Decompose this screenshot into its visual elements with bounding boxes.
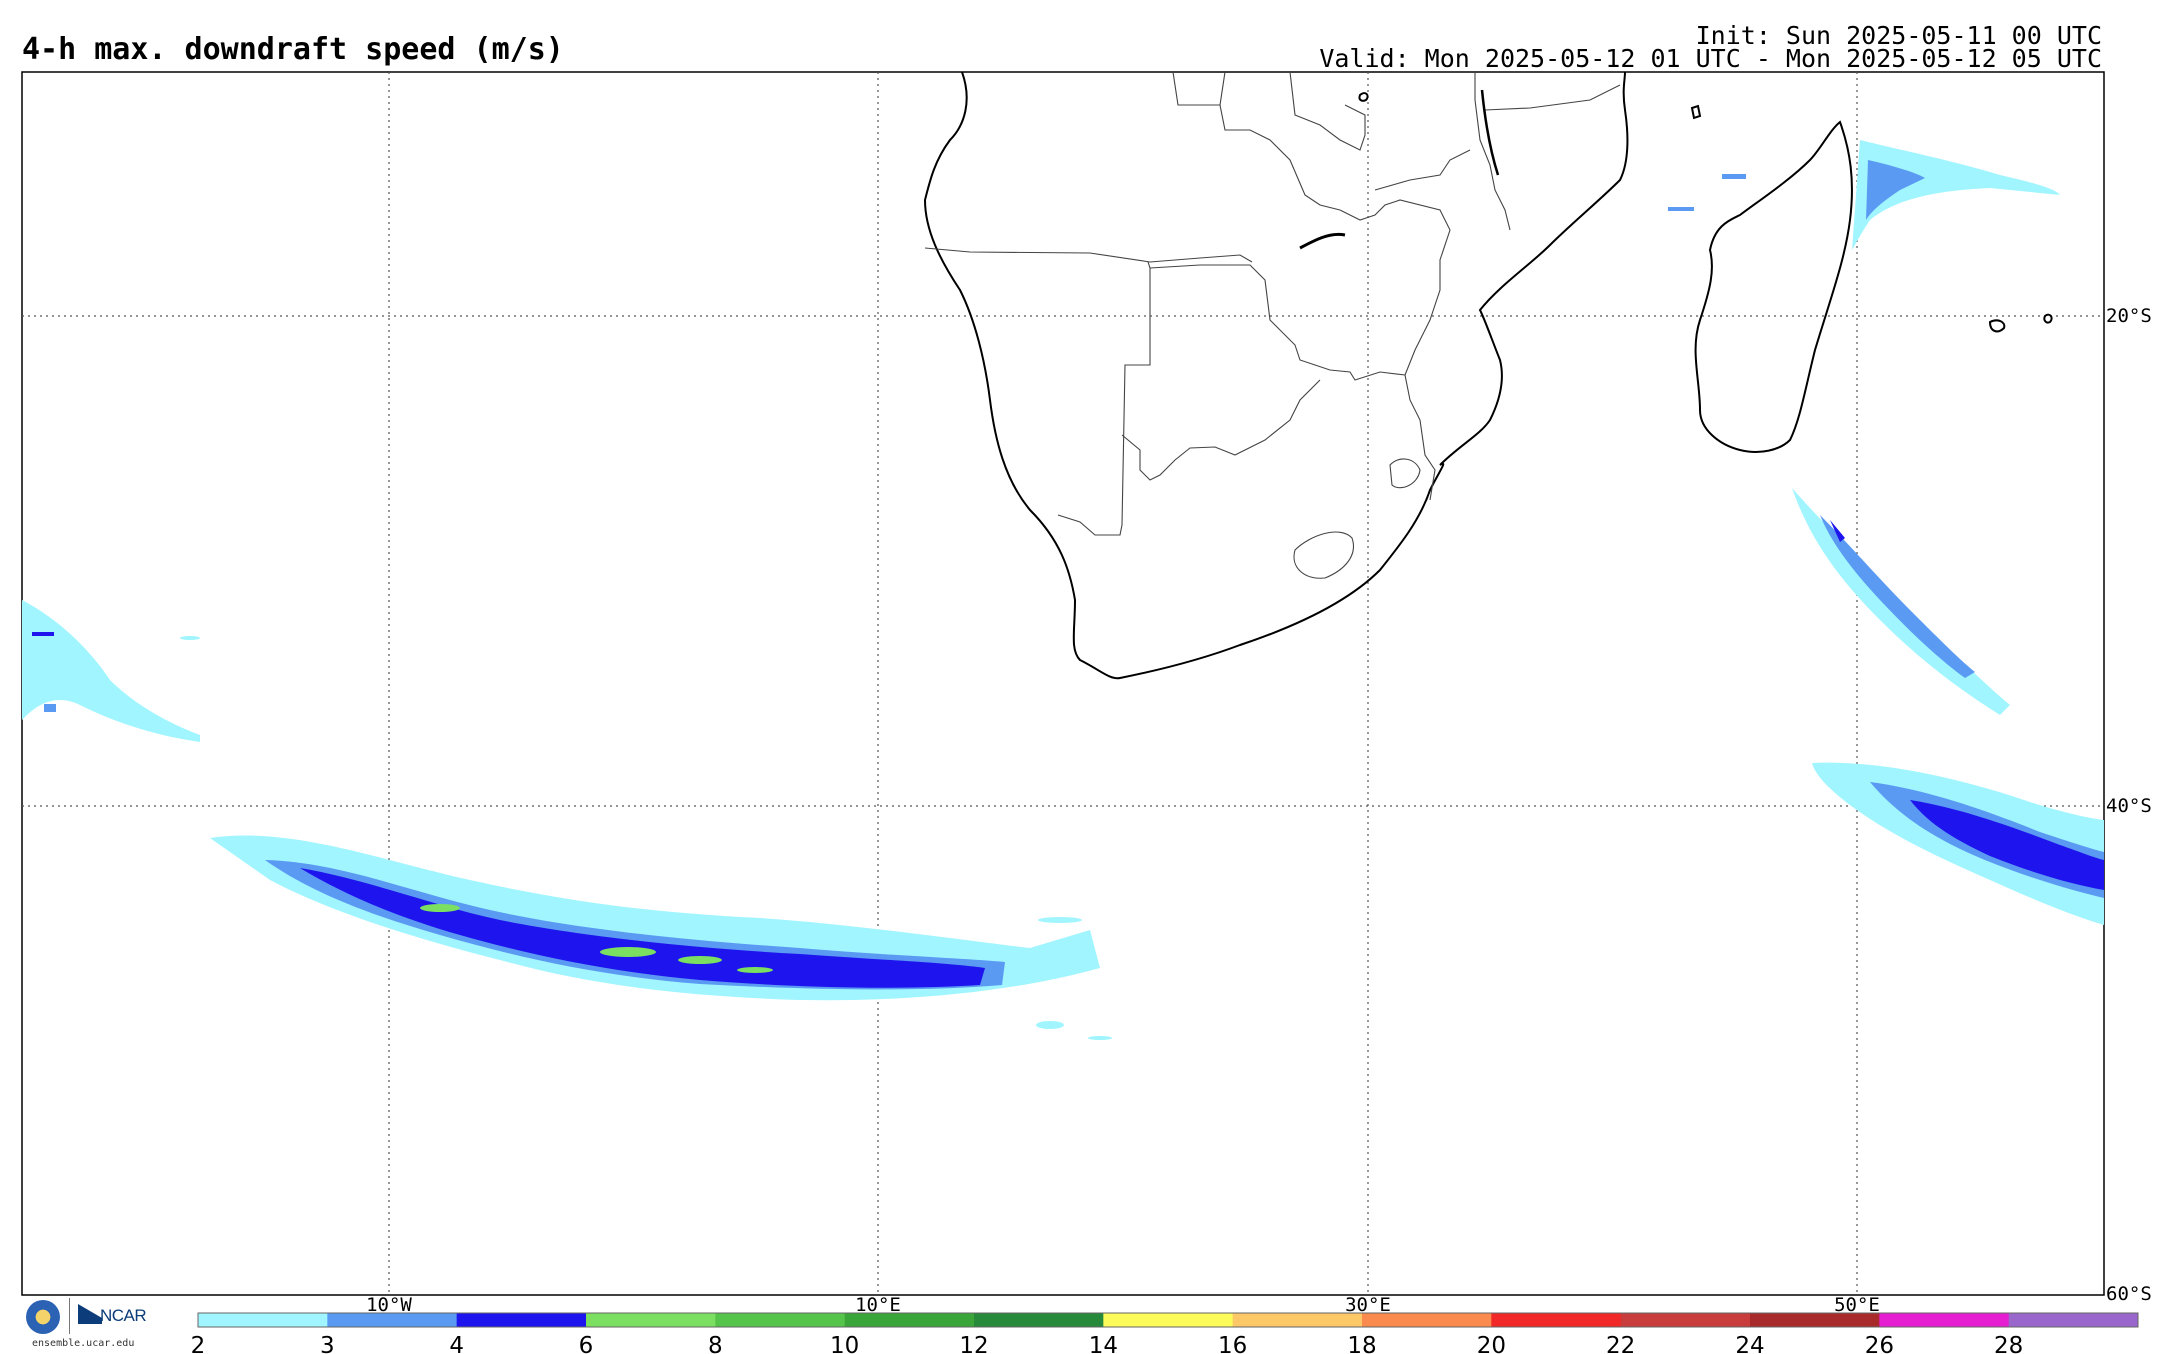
colorbar-tick-label: 18 <box>1347 1333 1376 1354</box>
small-island-3 <box>1358 92 1369 102</box>
eswatini <box>1389 458 1421 489</box>
border-12 <box>1484 84 1621 111</box>
africa-coastline <box>923 72 1629 680</box>
green-patch-3 <box>678 956 722 964</box>
colorbar-tick-label: 2 <box>191 1333 206 1354</box>
green-patch-2 <box>600 947 656 957</box>
indian-ocean-streak-mid <box>1820 515 1975 678</box>
colorbar-swatch <box>974 1313 1104 1327</box>
border-9 <box>1374 149 1471 191</box>
colorbar-swatch <box>1232 1313 1363 1327</box>
colorbar-swatch <box>1362 1313 1492 1327</box>
colorbar: 2 3 4 6 8 10 12 14 16 18 20 22 24 26 28 <box>191 1312 2139 1354</box>
border-2 <box>1057 261 1151 536</box>
lat-label-20s: 20°S <box>2106 305 2152 327</box>
south-atlantic-band-deep <box>300 868 985 988</box>
ncar-logo-mark <box>78 1304 102 1324</box>
colorbar-tick-label: 6 <box>579 1333 594 1354</box>
map-frame <box>21 71 2105 1296</box>
colorbar-swatch <box>715 1313 846 1327</box>
indian-ocean-band-deep <box>1910 800 2104 890</box>
logo-area: NCAR ensemble.ucar.edu <box>22 1296 162 1352</box>
colorbar-swatch <box>1750 1313 1880 1327</box>
colorbar-swatch <box>327 1313 458 1327</box>
madagascar-patch-mid <box>1866 160 1925 220</box>
ncar-logo-text: NCAR <box>100 1306 147 1325</box>
colorbar-border <box>197 1312 2139 1328</box>
west-patch-deep <box>32 632 54 636</box>
green-patch-1 <box>420 904 460 912</box>
colorbar-tick-label: 10 <box>830 1333 859 1354</box>
colorbar-swatch <box>456 1313 587 1327</box>
small-island-4 <box>1690 104 1702 120</box>
west-patch <box>22 600 200 742</box>
west-fleck <box>180 636 200 640</box>
init-time: Init: Sun 2025-05-11 00 UTC <box>1695 21 2102 50</box>
colorbar-tick-label: 12 <box>959 1333 988 1354</box>
small-island-1 <box>1988 319 2006 333</box>
indian-ocean-streak-deep <box>1830 520 1845 542</box>
border-3 <box>1149 264 1406 381</box>
north-fleck-2 <box>1668 207 1694 211</box>
lake-kariba <box>1299 232 1346 250</box>
country-borders <box>924 72 1621 579</box>
west-patch-mid <box>44 704 56 712</box>
colorbar-tick-label: 14 <box>1089 1333 1118 1354</box>
border-7 <box>1219 72 1226 106</box>
small-island-2 <box>2043 313 2053 324</box>
border-1 <box>924 247 1253 263</box>
border-8 <box>1289 72 1366 151</box>
lat-label-40s: 40°S <box>2106 795 2152 817</box>
madagascar-patch-light <box>1852 140 2060 250</box>
madagascar-coastline <box>1694 120 1853 453</box>
lesotho <box>1293 531 1354 579</box>
colorbar-tick-label: 26 <box>1865 1333 1894 1354</box>
downdraft-shading <box>22 140 2104 1040</box>
colorbar-tick-label: 4 <box>449 1333 464 1354</box>
graticule <box>22 72 2104 1295</box>
colorbar-tick-label: 8 <box>708 1333 723 1354</box>
lon-label-10e: 10°E <box>855 1294 901 1316</box>
site-url: ensemble.ucar.edu <box>32 1338 135 1349</box>
colorbar-swatch <box>586 1313 716 1327</box>
border-4 <box>1121 379 1321 481</box>
valid-time-range: Valid: Mon 2025-05-12 01 UTC - Mon 2025-… <box>1319 44 2102 73</box>
green-patch-4 <box>737 967 773 973</box>
lon-label-10w: 10°W <box>366 1294 412 1316</box>
colorbar-swatch <box>2008 1313 2139 1327</box>
coastlines <box>923 72 2053 680</box>
north-fleck-1 <box>1722 174 1746 179</box>
colorbar-tick-label: 3 <box>320 1333 335 1354</box>
colorbar-swatch <box>1879 1313 2010 1327</box>
lon-label-30e: 30°E <box>1345 1294 1391 1316</box>
colorbar-tick-label: 24 <box>1735 1333 1764 1354</box>
colorbar-swatch <box>1491 1313 1622 1327</box>
border-6 <box>1172 72 1341 211</box>
map-title: 4-h max. downdraft speed (m/s) <box>22 32 564 67</box>
nsf-logo <box>26 1300 60 1334</box>
colorbar-swatch <box>1620 1313 1751 1327</box>
lake-malawi <box>1480 89 1500 176</box>
light-fleck-2 <box>1036 1021 1064 1029</box>
colorbar-swatch <box>844 1313 975 1327</box>
lat-label-60s: 60°S <box>2106 1283 2152 1305</box>
colorbar-swatch <box>198 1313 328 1327</box>
colorbar-tick-label: 20 <box>1477 1333 1506 1354</box>
light-fleck-3 <box>1088 1036 1112 1040</box>
border-5 <box>1404 374 1436 501</box>
lon-label-50e: 50°E <box>1834 1294 1880 1316</box>
colorbar-tick-label: 28 <box>1994 1333 2023 1354</box>
colorbar-tick-label: 22 <box>1606 1333 1635 1354</box>
light-fleck-1 <box>1038 917 1082 923</box>
logo-divider <box>69 1298 70 1334</box>
colorbar-tick-label: 16 <box>1218 1333 1247 1354</box>
colorbar-swatch <box>1103 1313 1234 1327</box>
border-10 <box>1339 199 1451 376</box>
border-11 <box>1474 72 1511 231</box>
